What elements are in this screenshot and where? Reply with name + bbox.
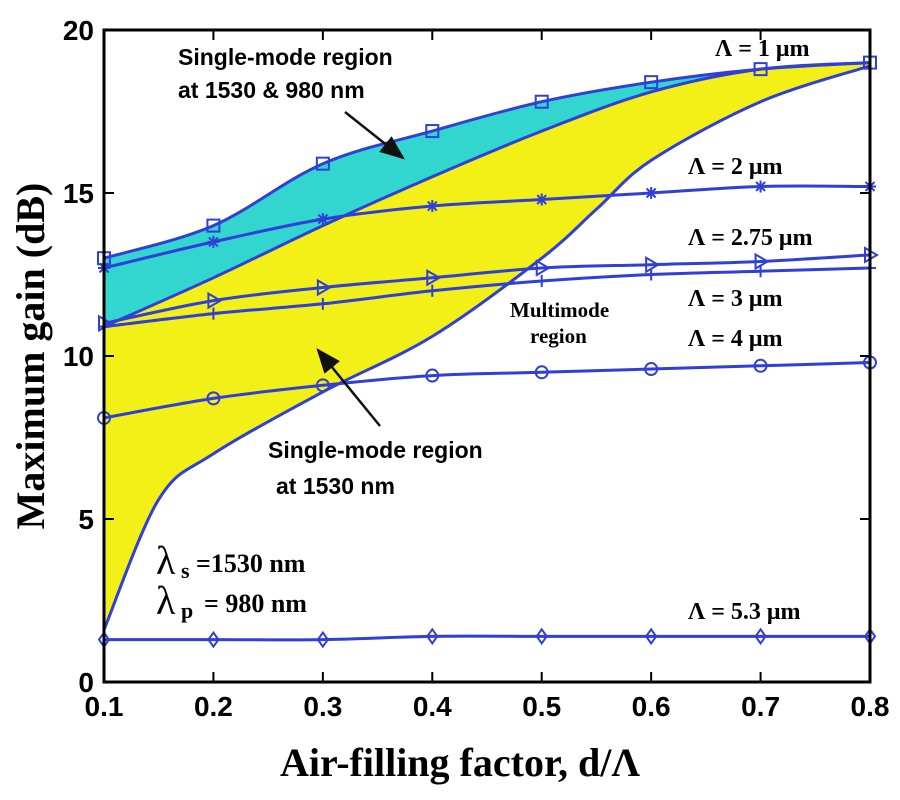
y-tick-label: 5 <box>78 504 94 535</box>
data-point-s0-1 <box>206 218 221 233</box>
series-label-1um: Λ = 1 μm <box>715 36 809 62</box>
region-label-multimode-line1: Multimode <box>510 298 609 322</box>
data-point-s2-5 <box>645 255 661 274</box>
y-tick-label: 0 <box>78 667 94 698</box>
data-point-s2-3 <box>426 269 442 287</box>
data-point-s4-4 <box>534 365 549 380</box>
data-point-s5-1 <box>207 630 220 649</box>
lambda-s-value: =1530 nm <box>196 549 306 578</box>
series-line-2 <box>104 253 870 325</box>
series-line-3 <box>104 266 870 329</box>
lambda-p-symbol: λ <box>156 578 176 623</box>
x-axis-label: Air-filling factor, d/Λ <box>280 740 640 785</box>
lambda-p-subscript: p <box>181 598 193 623</box>
data-point-s1-5 <box>645 187 658 199</box>
data-point-s0-2 <box>315 156 330 171</box>
series-label-3um: Λ = 3 μm <box>688 286 782 312</box>
data-point-s5-4 <box>535 627 548 646</box>
lambda-p-value: = 980 nm <box>204 589 307 618</box>
y-tick-label: 15 <box>63 178 94 209</box>
region-arrow-dual <box>344 111 405 160</box>
series-line-1 <box>104 184 870 270</box>
data-point-s0-6 <box>753 62 768 77</box>
axis-ticks: 0.1 0.2 0.3 0.4 0.5 0.6 0.7 0.8 0 5 10 15 20 <box>63 15 890 722</box>
data-point-s4-5 <box>644 362 659 377</box>
series-lines <box>104 61 870 642</box>
data-point-s1-6 <box>754 180 767 193</box>
region-label-multimode-line2: region <box>530 324 587 348</box>
x-tick-label: 0.7 <box>741 691 780 722</box>
data-point-s3-2 <box>316 297 329 310</box>
x-tick-label: 0.8 <box>851 691 890 722</box>
data-point-s3-1 <box>207 307 220 320</box>
data-point-s0-4 <box>534 94 549 109</box>
series-label-2-75um: Λ = 2.75 μm <box>688 225 812 251</box>
data-point-s0-3 <box>425 124 440 139</box>
data-point-s2-4 <box>535 259 551 277</box>
data-point-s2-1 <box>207 291 223 310</box>
series-line-0 <box>104 61 870 260</box>
region-arrow-1530 <box>316 348 381 427</box>
series-label-5-3um: Λ = 5.3 μm <box>688 599 800 625</box>
x-tick-label: 0.2 <box>194 691 233 722</box>
data-point-s1-1 <box>207 235 220 248</box>
data-point-s3-3 <box>426 284 439 297</box>
data-point-s5-2 <box>316 630 330 649</box>
lambda-s-symbol: λ <box>156 538 176 583</box>
series-line-4 <box>104 361 870 420</box>
x-tick-label: 0.4 <box>413 691 452 722</box>
region-label-dual-line1: Single-mode region <box>178 44 393 70</box>
data-point-s2-2 <box>316 278 332 297</box>
data-point-s4-1 <box>206 391 221 406</box>
lambda-s-subscript: s <box>181 558 190 583</box>
data-point-s5-3 <box>426 627 439 646</box>
x-tick-label: 0.1 <box>85 691 124 722</box>
x-tick-label: 0.3 <box>303 691 342 722</box>
data-point-s3-4 <box>535 275 548 288</box>
data-point-s3-5 <box>645 268 658 281</box>
data-point-s0-5 <box>644 75 659 90</box>
data-point-s1-4 <box>535 193 548 206</box>
y-tick-label: 20 <box>63 15 94 46</box>
y-axis-label: Maximum gain (dB) <box>8 183 53 530</box>
data-point-s1-2 <box>316 213 329 226</box>
data-point-s5-6 <box>754 627 767 646</box>
region-single-mode-1530 <box>104 62 870 630</box>
data-point-s4-6 <box>753 358 768 373</box>
y-tick-label: 10 <box>63 341 94 372</box>
shaded-regions <box>104 62 870 630</box>
data-point-s1-3 <box>426 200 439 213</box>
data-point-s2-6 <box>754 252 770 271</box>
region-label-1530-line2: at 1530 nm <box>276 473 395 499</box>
boundary-1530-lower <box>104 64 870 631</box>
series-label-4um: Λ = 4 μm <box>688 326 782 352</box>
signal-wavelength-annotation: λ s =1530 nm <box>156 538 306 583</box>
pump-wavelength-annotation: λ p = 980 nm <box>156 578 307 623</box>
series-line-5 <box>104 634 870 642</box>
data-point-s5-5 <box>644 627 658 646</box>
series-label-2um: Λ = 2 μm <box>688 154 782 180</box>
x-tick-label: 0.6 <box>632 691 671 722</box>
data-point-s4-3 <box>425 368 440 383</box>
region-label-dual-line2: at 1530 & 980 nm <box>178 77 365 103</box>
data-point-s4-2 <box>315 378 330 393</box>
x-tick-label: 0.5 <box>522 691 561 722</box>
data-point-s3-6 <box>754 265 767 278</box>
region-label-1530-line1: Single-mode region <box>268 437 483 463</box>
